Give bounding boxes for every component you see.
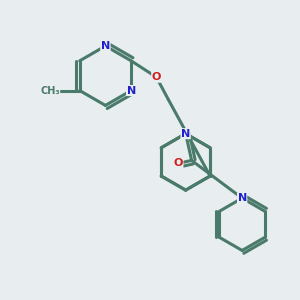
Text: N: N xyxy=(101,41,110,51)
Text: N: N xyxy=(181,129,190,139)
Text: CH₃: CH₃ xyxy=(40,85,60,96)
Text: N: N xyxy=(127,85,136,96)
Text: O: O xyxy=(173,158,183,168)
Text: O: O xyxy=(152,72,161,82)
Text: N: N xyxy=(238,193,247,203)
